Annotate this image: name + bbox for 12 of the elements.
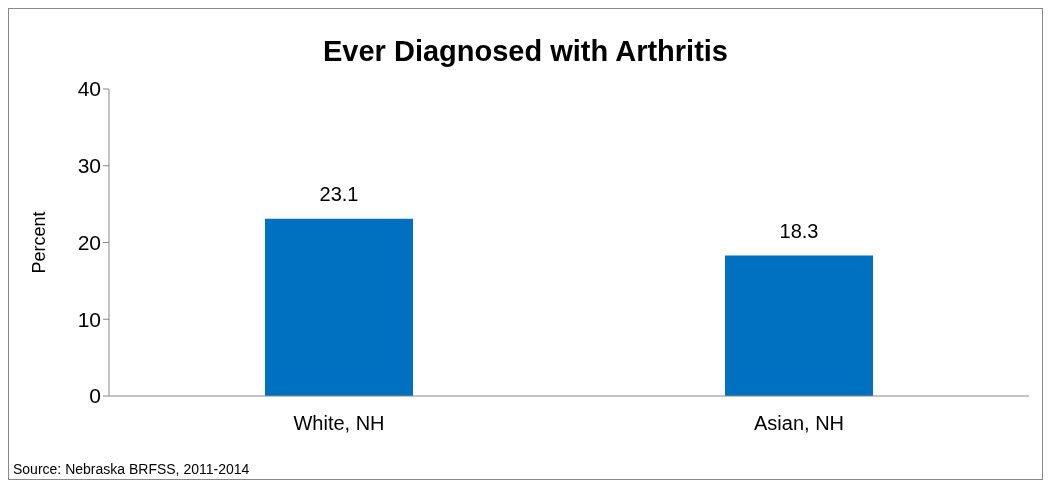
y-tick-label: 40	[77, 77, 101, 101]
chart-title: Ever Diagnosed with Arthritis	[322, 35, 729, 68]
y-tick-label: 20	[77, 230, 101, 254]
x-tick-label: Asian, NH	[753, 412, 845, 435]
source-note: Source: Nebraska BRFSS, 2011-2014	[13, 461, 250, 477]
y-axis-title: Percent	[29, 211, 50, 274]
x-tick-label: White, NH	[293, 412, 385, 435]
data-label: 18.3	[779, 219, 819, 242]
data-label: 23.1	[319, 182, 359, 205]
y-tick-label: 30	[77, 154, 101, 178]
y-tick-label: 0	[89, 384, 101, 408]
y-tick-label: 10	[77, 307, 101, 331]
